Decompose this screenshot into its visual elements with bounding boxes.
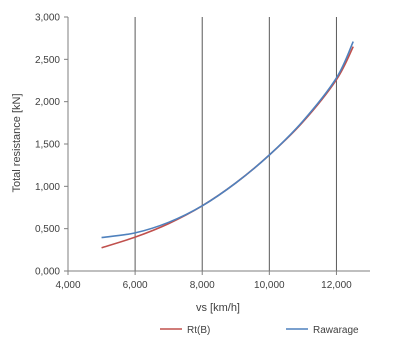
y-tick-label: 0,500: [35, 224, 60, 235]
label-layer: 0,000 0,500 1,000 1,500 2,000 2,500 3,000 4,000…: [35, 13, 352, 292]
y-tick-label: 2,500: [35, 55, 60, 66]
x-tick-label: 8,000: [190, 280, 215, 291]
series-layer: [101, 41, 354, 249]
series-line-1: [101, 46, 354, 249]
series-line-2: [101, 41, 354, 239]
x-axis-title: vs [km/h]: [196, 302, 240, 314]
y-tick-label: 3,000: [35, 13, 60, 24]
y-tick-label: 0,000: [35, 267, 60, 278]
y-axis-title: Total resistance [kN]: [11, 93, 23, 192]
y-tick-label: 2,000: [35, 97, 60, 108]
legend: Rt(B) Rawarage: [160, 325, 359, 336]
grid-layer: [134, 17, 337, 271]
legend-label-series-2: Rawarage: [313, 325, 359, 336]
x-tick-label: 6,000: [123, 280, 148, 291]
axis-layer: [64, 16, 370, 275]
legend-label-series-1: Rt(B): [187, 325, 210, 336]
x-tick-label: 12,000: [321, 280, 352, 291]
x-tick-label: 4,000: [55, 280, 80, 291]
y-tick-label: 1,500: [35, 140, 60, 151]
x-tick-label: 10,000: [254, 280, 285, 291]
y-tick-label: 1,000: [35, 182, 60, 193]
